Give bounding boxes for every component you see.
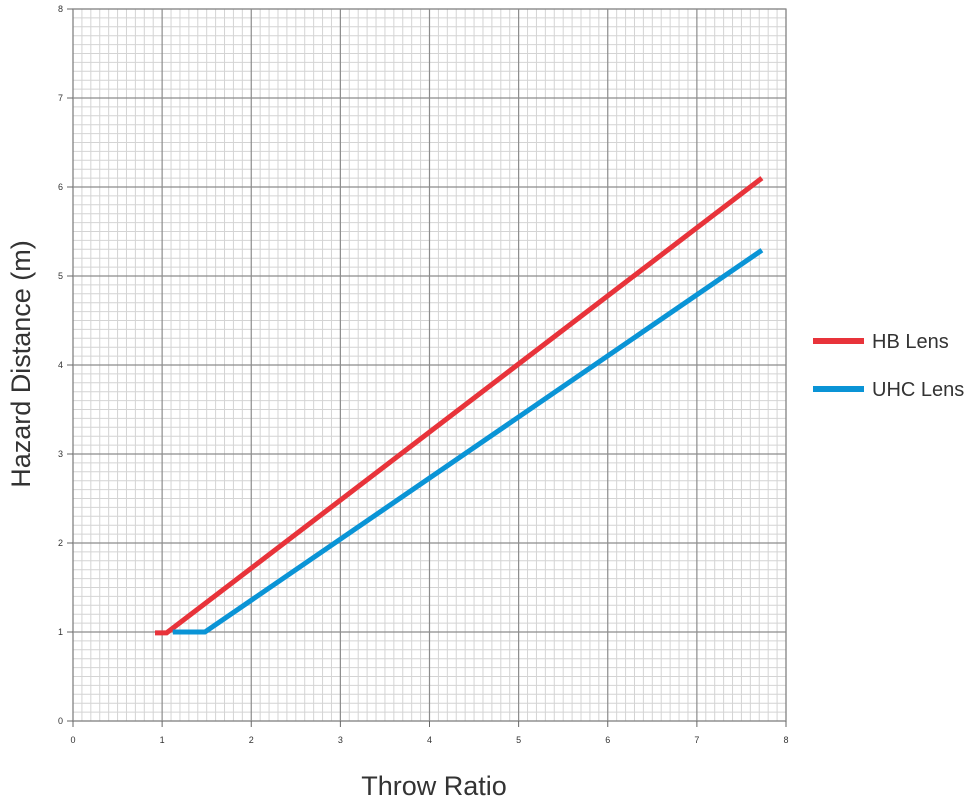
x-axis-title: Throw Ratio	[361, 771, 507, 801]
legend: HB Lens UHC Lens	[813, 331, 964, 401]
x-tick-label: 5	[516, 735, 521, 745]
axis-ticks	[67, 8, 787, 727]
legend-label-uhc-lens: UHC Lens	[872, 379, 964, 401]
x-tick-label: 2	[249, 735, 254, 745]
y-tick-label: 6	[58, 182, 63, 192]
x-tick-label: 8	[783, 735, 788, 745]
series-line-hb-lens	[155, 176, 764, 636]
y-axis-title: Hazard Distance (m)	[6, 240, 36, 488]
legend-label-hb-lens: HB Lens	[872, 331, 949, 353]
series-lines	[155, 176, 764, 636]
x-tick-label: 0	[70, 735, 75, 745]
y-tick-label: 3	[58, 449, 63, 459]
y-tick-label: 8	[58, 4, 63, 14]
x-tick-label: 1	[160, 735, 165, 745]
y-tick-label: 4	[58, 360, 63, 370]
x-tick-label: 3	[338, 735, 343, 745]
y-tick-label: 7	[58, 93, 63, 103]
x-tick-label: 4	[427, 735, 432, 745]
y-tick-label: 0	[58, 716, 63, 726]
series-line-uhc-lens	[172, 248, 764, 635]
y-tick-label: 5	[58, 271, 63, 281]
x-tick-labels: 0 1 2 3 4 5 6 7 8	[70, 735, 788, 745]
y-tick-labels: 0 1 2 3 4 5 6 7 8	[58, 4, 63, 726]
x-tick-label: 6	[605, 735, 610, 745]
y-tick-label: 2	[58, 538, 63, 548]
y-tick-label: 1	[58, 627, 63, 637]
x-tick-label: 7	[694, 735, 699, 745]
